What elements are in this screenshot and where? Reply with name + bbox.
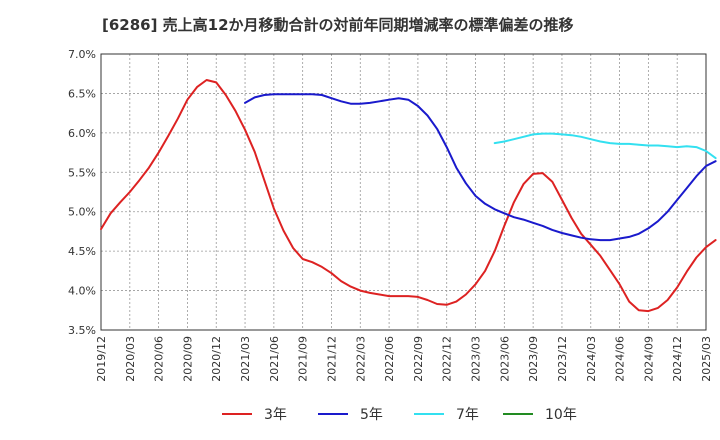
- legend-label-3: 7年: [456, 407, 479, 423]
- x-tick-label: 2024/06: [614, 336, 627, 382]
- x-tick-label: 2023/09: [527, 336, 540, 382]
- x-tick-label: 2023/12: [556, 336, 569, 382]
- y-tick-label: 4.0%: [68, 285, 96, 298]
- x-tick-label: 2023/03: [470, 336, 483, 382]
- y-tick-label: 6.5%: [68, 87, 96, 100]
- x-tick-label: 2022/03: [354, 336, 367, 382]
- x-tick-label: 2025/03: [700, 336, 713, 382]
- series-group: [100, 79, 717, 313]
- y-tick-label: 5.5%: [68, 166, 96, 179]
- x-tick-label: 2021/09: [297, 336, 310, 382]
- x-tick-label: 2021/12: [325, 336, 338, 382]
- x-tick-label: 2022/06: [383, 336, 396, 382]
- x-tick-label: 2024/12: [671, 336, 684, 382]
- x-tick-label: 2022/12: [441, 336, 454, 382]
- series-line-1: [100, 79, 717, 313]
- x-tick-label: 2020/06: [153, 336, 166, 382]
- legend: 3年 5年 7年 10年: [222, 407, 577, 423]
- y-tick-label: 5.0%: [68, 206, 96, 219]
- x-tick-label: 2020/12: [210, 336, 223, 382]
- x-tick-label: 2023/06: [498, 336, 511, 382]
- series-line-2: [244, 93, 717, 242]
- x-tick-label: 2021/03: [239, 336, 252, 382]
- y-axis: 7.0% 6.5% 6.0% 5.5% 5.0% 4.5% 4.0% 3.5%: [68, 48, 96, 337]
- x-tick-label: 2021/06: [268, 336, 281, 382]
- x-axis: 2019/12 2020/03 2020/06 2020/09 2020/12 2021/…: [95, 336, 713, 382]
- x-tick-label: 2024/03: [585, 336, 598, 382]
- y-tick-label: 7.0%: [68, 48, 96, 61]
- y-tick-label: 6.0%: [68, 127, 96, 140]
- plot-frame: [100, 53, 707, 331]
- x-tick-label: 2020/09: [181, 336, 194, 382]
- y-tick-label: 4.5%: [68, 245, 96, 258]
- legend-label-1: 3年: [264, 407, 287, 423]
- series-line-3: [493, 132, 717, 160]
- chart-title: [6286] 売上高12か月移動合計の対前年同期増減率の標準偏差の推移: [102, 16, 574, 34]
- x-tick-label: 2019/12: [95, 336, 108, 382]
- x-tick-label: 2020/03: [124, 336, 137, 382]
- y-tick-label: 3.5%: [68, 324, 96, 337]
- x-tick-label: 2024/09: [642, 336, 655, 382]
- legend-label-2: 5年: [360, 407, 383, 423]
- x-tick-label: 2022/09: [412, 336, 425, 382]
- legend-label-4: 10年: [545, 407, 577, 423]
